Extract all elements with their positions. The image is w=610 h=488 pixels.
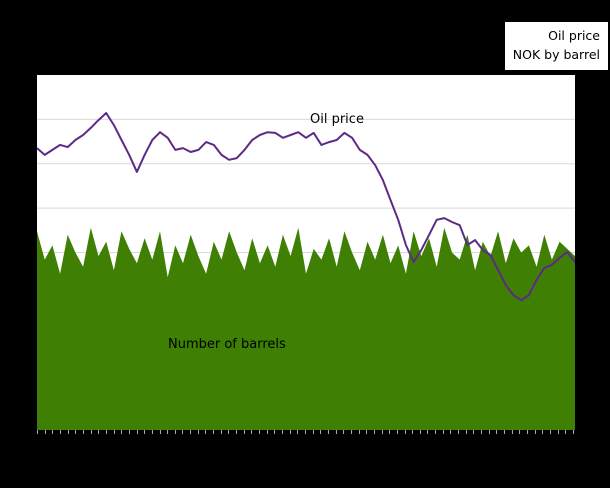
x-tick — [404, 430, 406, 434]
x-tick — [519, 430, 521, 434]
barrels-series-label: Number of barrels — [168, 337, 286, 352]
x-tick — [236, 430, 238, 434]
x-tick — [128, 430, 130, 434]
x-tick — [572, 430, 574, 434]
x-tick — [182, 430, 184, 434]
x-tick — [373, 430, 375, 434]
oil-price-series-label: Oil price — [310, 112, 364, 127]
x-tick — [197, 430, 199, 434]
x-tick — [67, 430, 69, 434]
x-tick — [312, 430, 314, 434]
x-tick — [488, 430, 490, 434]
x-tick — [381, 430, 383, 434]
x-tick — [174, 430, 176, 434]
x-tick — [458, 430, 460, 434]
x-tick — [473, 430, 475, 434]
x-tick — [442, 430, 444, 434]
x-tick — [465, 430, 467, 434]
x-tick — [343, 430, 345, 434]
legend-box: Oil price NOK by barrel — [504, 22, 608, 70]
legend-title: Oil price — [548, 28, 600, 43]
x-tick — [190, 430, 192, 434]
x-tick — [251, 430, 253, 434]
barrels-area-series — [37, 227, 575, 430]
x-tick — [435, 430, 437, 434]
legend-subtitle: NOK by barrel — [512, 46, 600, 62]
x-tick — [450, 430, 452, 434]
x-tick — [511, 430, 513, 434]
x-tick — [274, 430, 276, 434]
chart-svg — [37, 112, 575, 430]
oil-price-line-series — [37, 112, 575, 302]
plot-area — [37, 75, 575, 430]
x-tick — [289, 430, 291, 434]
x-tick — [44, 430, 46, 434]
x-tick — [98, 430, 100, 434]
x-tick — [504, 430, 506, 434]
x-tick — [259, 430, 261, 434]
x-tick — [52, 430, 54, 434]
x-axis-ticks — [37, 430, 575, 436]
x-tick — [320, 430, 322, 434]
x-tick — [366, 430, 368, 434]
x-tick — [542, 430, 544, 434]
x-tick — [327, 430, 329, 434]
x-tick — [412, 430, 414, 434]
x-tick — [335, 430, 337, 434]
x-tick — [358, 430, 360, 434]
x-tick — [549, 430, 551, 434]
x-tick — [350, 430, 352, 434]
x-tick — [534, 430, 536, 434]
x-tick — [213, 430, 215, 434]
x-tick — [151, 430, 153, 434]
x-tick — [144, 430, 146, 434]
x-tick — [228, 430, 230, 434]
x-tick — [389, 430, 391, 434]
x-tick — [136, 430, 138, 434]
x-tick — [565, 430, 567, 434]
x-tick — [37, 430, 38, 434]
x-tick — [266, 430, 268, 434]
x-tick — [557, 430, 559, 434]
x-tick — [481, 430, 483, 434]
x-tick — [205, 430, 207, 434]
x-tick — [75, 430, 77, 434]
x-tick — [282, 430, 283, 434]
x-tick — [59, 430, 61, 434]
x-tick — [90, 430, 92, 434]
x-tick — [396, 430, 398, 434]
x-tick — [167, 430, 169, 434]
x-tick — [297, 430, 299, 434]
x-tick — [121, 430, 123, 434]
x-tick — [220, 430, 222, 434]
x-tick — [304, 430, 306, 434]
x-tick — [527, 430, 528, 434]
x-tick — [243, 430, 245, 434]
x-tick — [82, 430, 84, 434]
x-tick — [113, 430, 115, 434]
x-tick — [496, 430, 498, 434]
x-tick — [159, 430, 161, 434]
x-tick — [427, 430, 429, 434]
x-tick — [419, 430, 421, 434]
x-tick — [105, 430, 107, 434]
